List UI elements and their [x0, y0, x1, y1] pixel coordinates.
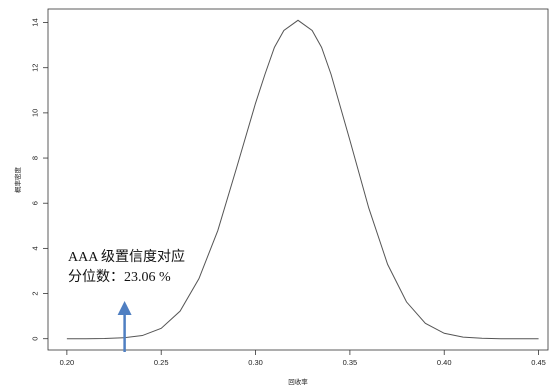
- y-tick-label: 2: [31, 291, 40, 295]
- arrow-head: [117, 301, 132, 315]
- y-tick-label: 4: [31, 246, 40, 250]
- y-tick-label: 0: [31, 337, 40, 341]
- x-tick-label: 0.45: [531, 358, 546, 367]
- quantile-arrow: [117, 301, 132, 352]
- y-tick-label: 12: [31, 64, 40, 72]
- x-tick-label: 0.30: [248, 358, 263, 367]
- annotation-line-1: AAA 级置信度对应: [68, 248, 185, 265]
- y-axis-title: 概率密度: [13, 167, 22, 194]
- y-tick-label: 8: [31, 156, 40, 160]
- y-tick-label: 14: [31, 18, 40, 26]
- x-tick-label: 0.35: [343, 358, 358, 367]
- x-axis: 0.20 0.25 0.30 0.35 0.40 0.45: [60, 350, 546, 367]
- y-axis: 0 2 4 6 8 10 12 14: [31, 18, 48, 341]
- x-tick-label: 0.25: [154, 358, 169, 367]
- y-tick-label: 6: [31, 201, 40, 205]
- annotation-line-2: 分位数：23.06 %: [68, 269, 171, 285]
- y-tick-label: 10: [31, 109, 40, 117]
- x-tick-label: 0.20: [60, 358, 75, 367]
- x-tick-label: 0.40: [437, 358, 452, 367]
- density-curve: [66, 19, 539, 340]
- plot-frame: [47, 8, 549, 351]
- x-axis-title: 回收率: [288, 377, 308, 386]
